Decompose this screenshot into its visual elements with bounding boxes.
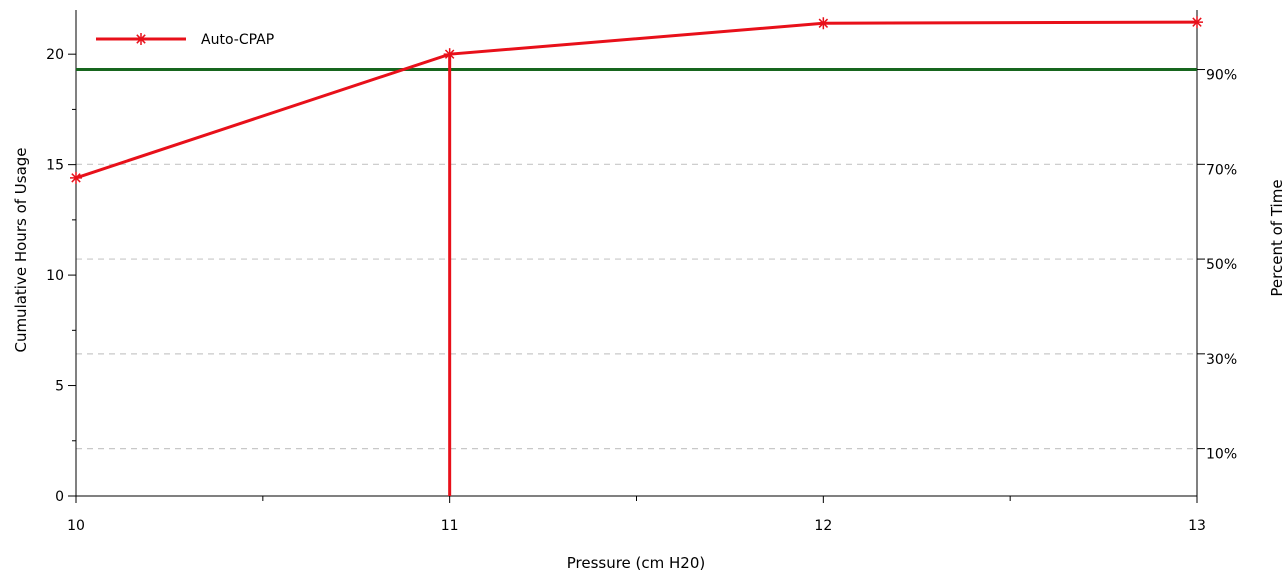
y2-tick-label-50: 50%	[1206, 257, 1237, 273]
y2-tick-label-30: 30%	[1206, 352, 1237, 368]
x-tick-label-13: 13	[1188, 518, 1206, 534]
y2-tick-label-10: 10%	[1206, 447, 1237, 463]
x-axis-title: Pressure (cm H20)	[567, 554, 706, 572]
data-point-12	[817, 17, 830, 30]
legend-asterisk	[135, 33, 147, 45]
marker-stroke	[136, 34, 146, 44]
grid-layer	[76, 68, 1197, 450]
y2-tick-label-70: 70%	[1206, 162, 1237, 178]
y-tick-label-10: 10	[46, 268, 64, 284]
axes-layer	[68, 10, 1205, 503]
series-line-auto-cpap	[75, 20, 1198, 180]
x-tick-label-12: 12	[814, 518, 832, 534]
legend: Auto-CPAP	[96, 32, 274, 48]
legend-label: Auto-CPAP	[201, 32, 274, 48]
data-point-13	[1191, 16, 1203, 29]
y-tick-label-20: 20	[46, 47, 64, 63]
marker-stroke	[444, 49, 455, 59]
data-point-10	[70, 171, 82, 184]
y2-axis-title: Percent of Time	[1268, 179, 1286, 296]
y2-tick-label-90: 90%	[1206, 68, 1237, 84]
marker-stroke	[818, 18, 829, 28]
y-tick-label-0: 0	[55, 489, 64, 505]
x-tick-label-10: 10	[67, 518, 85, 534]
x-tick-label-11: 11	[441, 518, 459, 534]
marker-stroke	[1192, 17, 1202, 27]
series-layer	[70, 16, 1203, 496]
data-point-11	[443, 48, 456, 61]
legend-marker	[135, 33, 147, 45]
y-tick-label-5: 5	[55, 379, 64, 395]
y-tick-label-15: 15	[46, 158, 64, 174]
labels-layer: 0 5 10 15 20 10 11 12 13 10% 30% 50% 70% 90%	[46, 47, 1237, 534]
marker-stroke	[71, 173, 81, 183]
y-axis-title: Cumulative Hours of Usage	[12, 147, 30, 352]
